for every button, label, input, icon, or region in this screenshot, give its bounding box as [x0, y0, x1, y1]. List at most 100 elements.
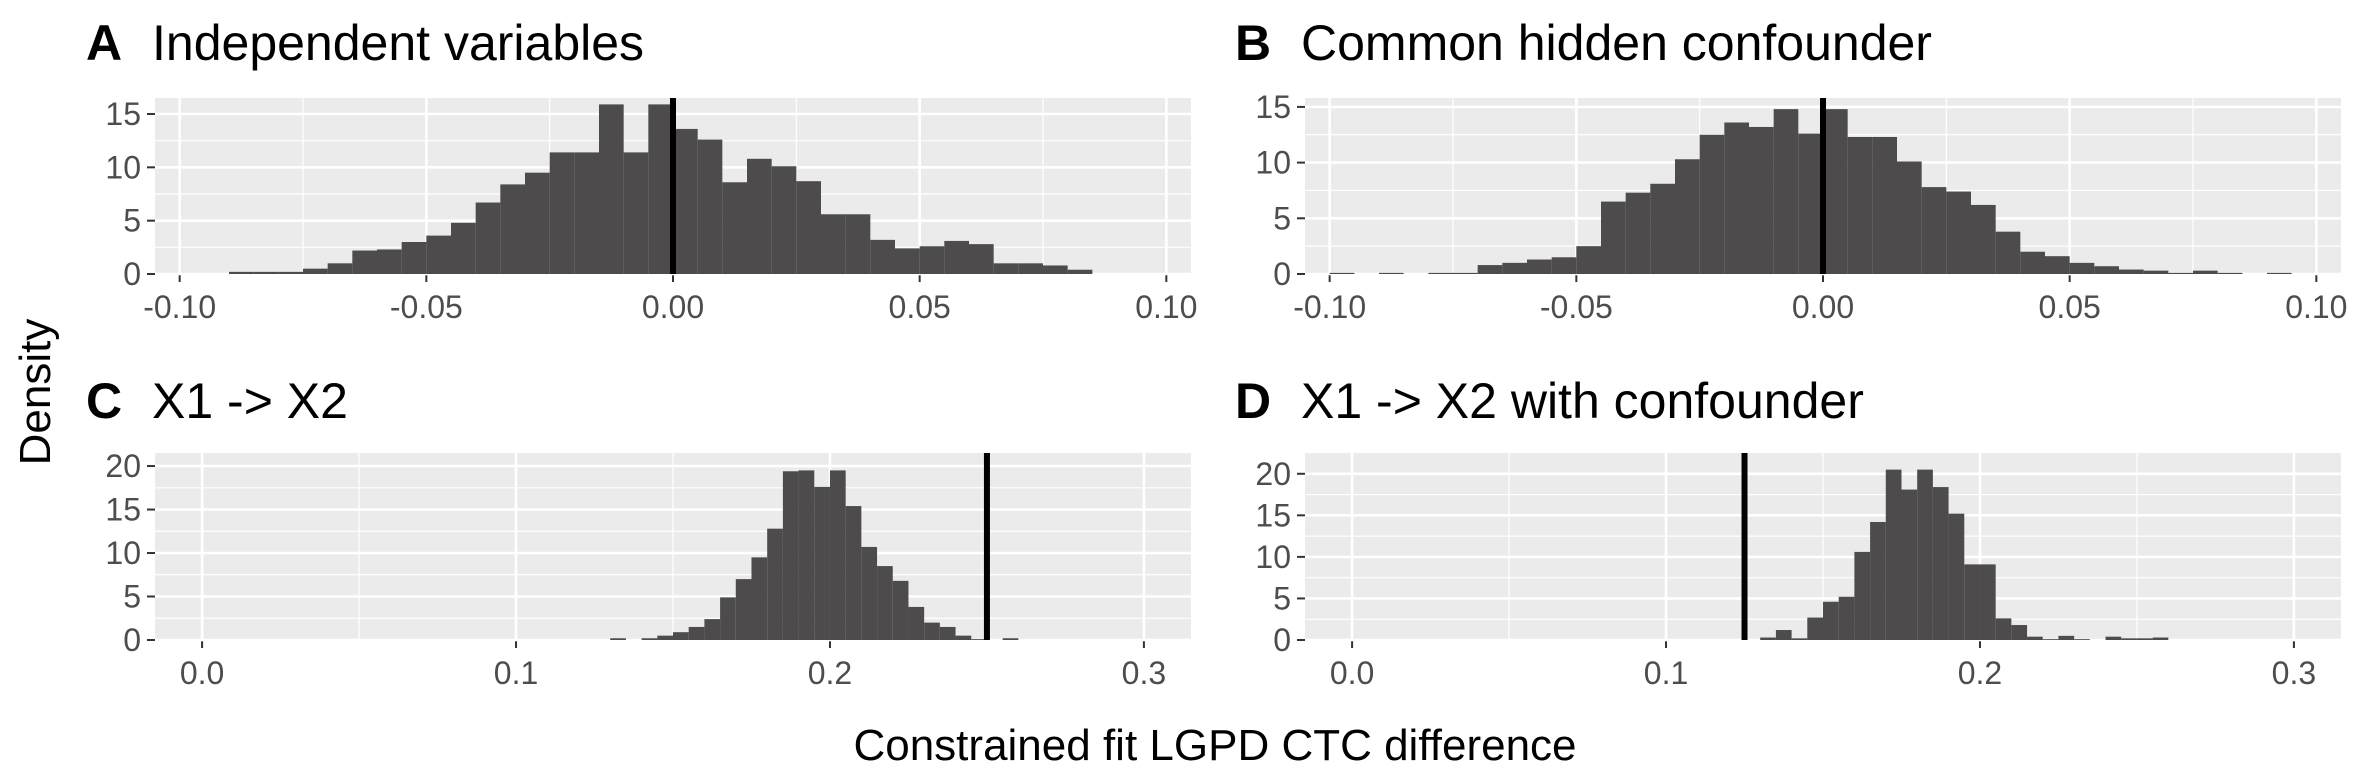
panel-a-histogram-bar [278, 271, 303, 274]
panel-b-y-tick-label: 15 [1255, 89, 1291, 125]
x-axis-title: Constrained fit LGPD CTC difference [853, 721, 1576, 770]
panel-c-histogram-bar [971, 639, 987, 640]
panel-d-histogram-bar [1917, 469, 1933, 640]
panel-a-x-tick-label: 0.10 [1135, 289, 1197, 325]
panel-a-histogram-bar [327, 263, 353, 274]
panel-a-histogram-bar [549, 152, 575, 274]
panel-b-histogram-bar [1872, 136, 1897, 274]
panel-d-histogram-bar [2152, 637, 2169, 640]
y-axis-title: Density [11, 319, 60, 466]
panel-a-histogram-bar [599, 104, 624, 275]
panel-a-histogram-bar [574, 152, 599, 274]
panel-d-histogram-bar [1854, 551, 1871, 640]
panel-a-histogram-bar [229, 271, 254, 274]
panel-b-histogram-bar [1675, 159, 1700, 274]
panel-b-y-tick-label: 0 [1273, 256, 1291, 292]
panel-c-histogram-bar [673, 632, 689, 640]
panel-b-histogram-bar [2069, 262, 2095, 274]
panel-a: A Independent variables -0.10 -0.05 0.00 0.… [86, 15, 1197, 325]
panel-c-histogram-bar [829, 470, 846, 640]
panel-d-histogram-bar [2074, 639, 2090, 640]
panel-b-y-tick-label: 5 [1273, 200, 1291, 236]
panel-d-y-tick-label: 0 [1273, 622, 1291, 658]
panel-a-histogram-bar [673, 128, 698, 274]
panel-b-histogram-bar [1847, 136, 1873, 274]
panel-c-y-tick-label: 15 [105, 492, 141, 528]
panel-b-histogram-bar [2217, 272, 2243, 274]
panel-d-histogram-bar [2105, 636, 2122, 640]
panel-d-histogram-bar [1870, 521, 1886, 640]
panel-c-histogram-bar [877, 566, 893, 640]
panel-d-histogram-bar [1885, 469, 1902, 640]
panel-c-histogram-bar [924, 622, 940, 640]
panel-d-x-tick-label: 0.3 [2272, 655, 2316, 691]
panel-c-x-tick-label: 0.2 [808, 655, 852, 691]
panel-c-histogram-bar [720, 597, 736, 640]
panel-c-histogram-bar [641, 638, 658, 640]
panel-d-x-tick-label: 0.2 [1958, 655, 2002, 691]
panel-d-histogram-bar [1964, 564, 1980, 640]
panel-b-histogram-bar [2119, 269, 2144, 274]
panel-b-histogram-bar [1453, 272, 1478, 274]
panel-b-x-tick-label: 0.05 [2039, 289, 2101, 325]
panel-b-histogram-bar [1428, 272, 1453, 274]
panel-d-histogram-bar [2027, 636, 2043, 640]
panel-c-y-tick-label: 0 [123, 622, 141, 658]
panel-a-histogram-bar [944, 240, 969, 274]
panel-d-y-tick-label: 5 [1273, 580, 1291, 616]
panel-a-histogram-bar [722, 182, 747, 274]
panel-b-histogram-bar [1724, 122, 1749, 274]
panel-d-histogram-bar [1791, 638, 1808, 640]
panel-a-title: Independent variables [152, 15, 644, 71]
panel-b-histogram-bar [1527, 259, 1552, 274]
panel-d: D X1 -> X2 with confounder 0.0 0.1 0.2 0.3 0… [1235, 373, 2341, 691]
panel-a-histogram-bar [253, 271, 279, 274]
panel-b-histogram-bar [1477, 265, 1503, 274]
panel-a-histogram-bar [377, 249, 402, 274]
panel-d-histogram-bar [1995, 618, 2012, 640]
panel-a-histogram-bar [1043, 265, 1068, 274]
panel-a-histogram-bar [648, 104, 673, 275]
panel-a-histogram-bar [969, 244, 994, 274]
panel-c-x-tick-label: 0.0 [180, 655, 224, 691]
panel-b-letter: B [1235, 15, 1271, 71]
panel-d-histogram-bar [2011, 625, 2028, 640]
panel-a-histogram-bar [895, 248, 920, 274]
panel-c-x-tick-label: 0.1 [494, 655, 538, 691]
panel-a-histogram-bar [623, 152, 649, 274]
panel-a-x-tick-label: -0.05 [390, 289, 463, 325]
panel-b-histogram-bar [2168, 272, 2193, 274]
panel-b-histogram-bar [2267, 272, 2292, 274]
panel-b-histogram-bar [1773, 109, 1799, 274]
panel-a-histogram-bar [303, 268, 328, 274]
panel-b-x-tick-label: 0.10 [2285, 289, 2347, 325]
panel-b-histogram-bar [1650, 183, 1675, 274]
panel-b-histogram-bar [1601, 201, 1626, 274]
panel-c-histogram-bar [735, 579, 752, 640]
panel-b-histogram-bar [1329, 272, 1355, 274]
panel-c-histogram-bar [814, 486, 830, 640]
panel-a-histogram-bar [1018, 263, 1043, 274]
panel-c-histogram-bar [610, 638, 626, 640]
panel-a-histogram-bar [771, 166, 797, 274]
panel-a-y-tick-label: 15 [105, 96, 141, 132]
panel-d-x-tick-label: 0.0 [1330, 655, 1374, 691]
panel-a-histogram-bar [993, 263, 1019, 274]
panel-a-histogram-bar [426, 235, 451, 274]
panel-a-histogram-bar [919, 246, 945, 274]
panel-b-histogram-bar [2094, 266, 2119, 274]
panel-c-histogram-bar [1002, 638, 1019, 640]
panel-d-histogram-bar [1979, 564, 1996, 640]
panel-d-y-tick-label: 10 [1255, 539, 1291, 575]
panel-a-histogram-bar [475, 202, 501, 274]
panel-b-histogram-bar [1823, 109, 1848, 274]
panel-a-histogram-bar [821, 214, 846, 274]
panel-a-histogram-bar [500, 184, 525, 274]
panel-b-histogram-bar [2020, 251, 2045, 274]
panel-c-histogram-bar [688, 626, 705, 640]
panel-b-histogram-bar [2045, 256, 2070, 274]
panel-c-y-tick-label: 20 [105, 448, 141, 484]
panel-c-histogram-bar [704, 619, 721, 640]
panel-b-histogram-bar [1379, 272, 1404, 274]
